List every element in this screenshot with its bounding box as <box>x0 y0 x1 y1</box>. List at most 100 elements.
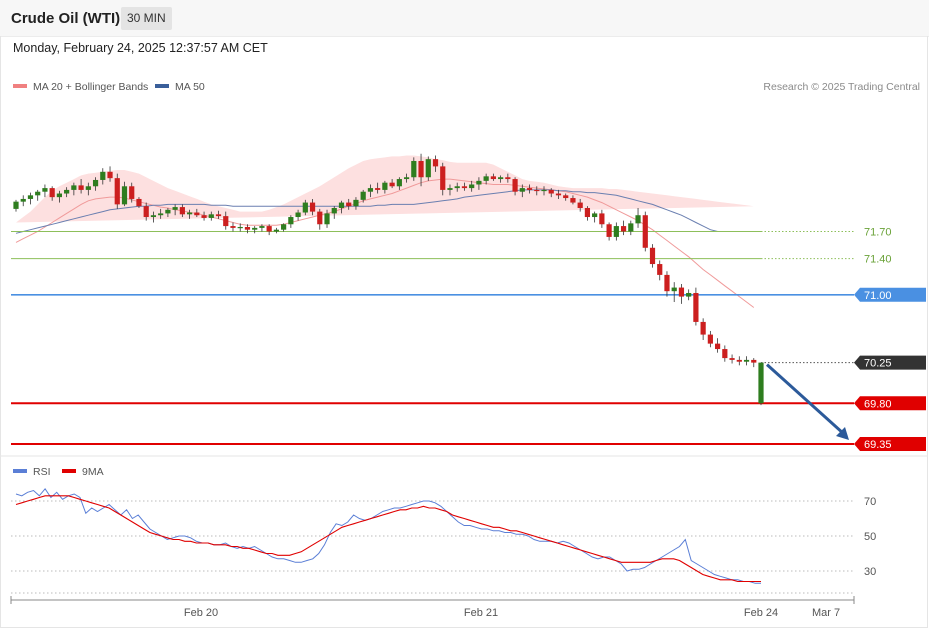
chart-frame <box>0 36 928 628</box>
candle-body-17 <box>136 198 142 207</box>
candle-body-18 <box>143 206 149 218</box>
candle-body-55 <box>411 160 417 178</box>
level-label-1: 71.40 <box>864 254 892 266</box>
candle-body-39 <box>295 212 301 218</box>
legend-rsi-swatch <box>13 469 27 473</box>
forecast-arrow-head <box>836 427 849 440</box>
candle-body-60 <box>447 188 453 190</box>
rsi-tick-2: 70 <box>864 496 876 508</box>
level-label-2: 71.00 <box>864 290 892 302</box>
candle-body-93 <box>686 292 692 297</box>
level-tag-2 <box>854 287 926 302</box>
candle-body-36 <box>273 229 279 232</box>
candle-body-89 <box>657 264 663 275</box>
candle-body-45 <box>338 202 345 208</box>
candle-body-81 <box>599 213 605 225</box>
legend-ma50-swatch <box>155 84 169 88</box>
candle-body-51 <box>382 182 388 190</box>
candle-body-66 <box>490 176 496 180</box>
candle-body-73 <box>541 189 547 192</box>
level-tag-5 <box>854 437 926 451</box>
chart-header: Crude Oil (WTI) 30 MIN <box>0 0 929 37</box>
legend-rsi9ma-swatch <box>62 469 76 473</box>
candle-body-24 <box>186 212 193 215</box>
candle-body-54 <box>403 177 410 180</box>
candle-body-50 <box>375 188 381 190</box>
candle-body-87 <box>642 215 648 248</box>
candle-body-32 <box>244 226 251 230</box>
candle-body-56 <box>418 160 424 178</box>
candle-body-42 <box>317 211 323 225</box>
candle-body-85 <box>628 223 634 232</box>
candle-body-84 <box>620 226 627 232</box>
candle-body-9 <box>78 185 84 190</box>
candle-body-69 <box>512 179 518 192</box>
candle-body-61 <box>454 186 460 189</box>
candle-body-28 <box>215 214 222 217</box>
ma50-line <box>15 189 718 234</box>
rsi-tick-0: 30 <box>864 566 876 578</box>
candle-body-78 <box>577 202 583 208</box>
legend-ma50-label: MA 50 <box>175 81 205 93</box>
candle-body-20 <box>158 213 164 216</box>
candle-body-72 <box>534 189 540 192</box>
candle-body-6 <box>56 193 62 198</box>
candle-body-103 <box>758 362 764 404</box>
candle-body-62 <box>461 186 468 189</box>
candle-body-92 <box>678 287 685 297</box>
candle-body-91 <box>671 287 677 292</box>
candle-body-83 <box>613 226 619 237</box>
legend-rsi-label: RSI <box>33 466 51 478</box>
candle-body-52 <box>389 182 395 187</box>
candle-body-75 <box>555 193 562 196</box>
candle-body-43 <box>324 213 330 225</box>
candle-body-88 <box>649 247 656 265</box>
candle-body-1 <box>20 198 26 202</box>
candle-body-44 <box>331 207 337 214</box>
candle-body-94 <box>693 292 699 322</box>
candle-body-13 <box>107 171 113 179</box>
level-label-5: 69.35 <box>864 439 892 451</box>
candle-body-47 <box>353 199 359 207</box>
candle-body-31 <box>237 226 243 229</box>
candle-body-102 <box>751 359 757 363</box>
candle-body-57 <box>425 159 431 178</box>
candle-body-76 <box>563 195 569 199</box>
candle-body-48 <box>360 191 366 200</box>
candle-body-23 <box>179 207 185 215</box>
candle-body-71 <box>526 188 533 190</box>
candle-body-82 <box>606 224 612 237</box>
legend-ma20-label: MA 20 + Bollinger Bands <box>33 81 148 93</box>
copyright-text: Research © 2025 Trading Central <box>763 81 920 93</box>
candle-body-63 <box>469 184 475 189</box>
candle-body-98 <box>722 349 728 359</box>
candle-body-65 <box>483 176 489 181</box>
candle-body-59 <box>440 166 446 190</box>
legend-rsi9ma-label: 9MA <box>82 466 104 478</box>
candle-body-96 <box>707 334 713 344</box>
candle-body-40 <box>302 202 308 213</box>
candle-body-68 <box>505 177 511 180</box>
candle-body-21 <box>165 209 171 214</box>
instrument-title: Crude Oil (WTI) <box>11 10 121 27</box>
candle-body-46 <box>346 202 352 207</box>
candle-body-64 <box>476 180 482 185</box>
candle-body-38 <box>288 217 294 225</box>
x-tick-2: Feb 24 <box>744 607 778 619</box>
candle-body-95 <box>700 321 706 335</box>
candle-body-15 <box>121 186 128 205</box>
candle-body-11 <box>92 179 99 187</box>
candle-body-7 <box>64 189 70 194</box>
rsi-tick-1: 50 <box>864 531 876 543</box>
candle-body-80 <box>592 213 598 218</box>
level-label-4: 69.80 <box>864 398 892 410</box>
x-tick-0: Feb 20 <box>184 607 218 619</box>
candle-body-77 <box>570 198 576 203</box>
candle-body-25 <box>194 212 200 216</box>
timeframe-badge[interactable]: 30 MIN <box>121 7 172 30</box>
level-label-3: 70.25 <box>864 358 892 370</box>
rsi-line <box>15 487 761 584</box>
candle-body-26 <box>201 215 207 218</box>
level-label-0: 71.70 <box>864 227 892 239</box>
candle-body-29 <box>223 216 229 227</box>
